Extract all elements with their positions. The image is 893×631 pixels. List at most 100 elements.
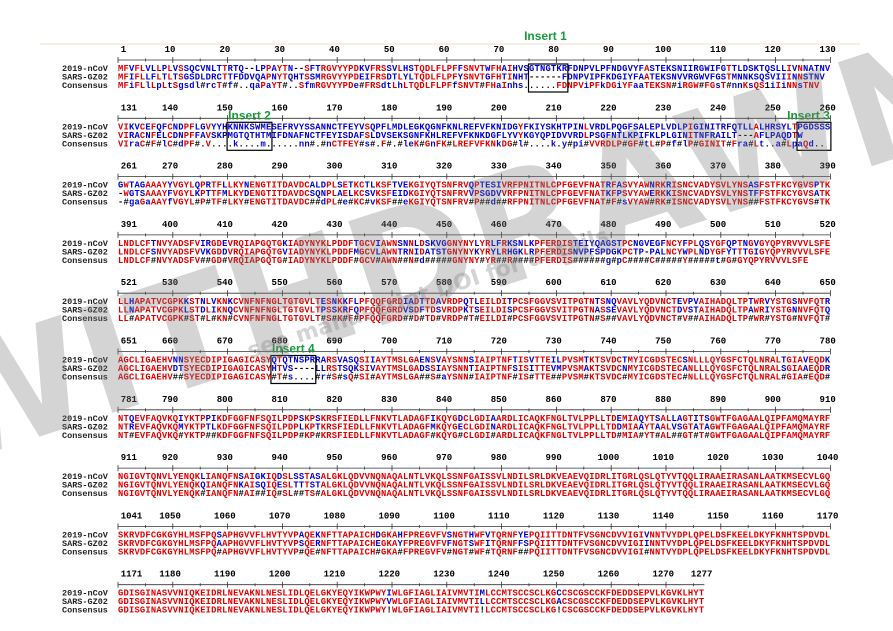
sequence-name: 2019-nCoV	[62, 64, 109, 74]
ruler-number: 730	[546, 337, 562, 347]
ruler-number: 660	[162, 337, 178, 347]
ruler-number: 550	[272, 278, 288, 288]
ruler-number: 780	[820, 337, 836, 347]
ruler-number: 30	[274, 45, 285, 55]
ruler-number: 300	[326, 162, 342, 172]
sequence-row: AGCLIGAEHVNNSYECDIPIGAGICASYQTQTNSPRRARS…	[118, 356, 831, 366]
ruler-number: 880	[655, 395, 671, 405]
ruler-number: 230	[655, 103, 671, 113]
ruler-number: 651	[121, 337, 138, 347]
ruler-number: 630	[710, 278, 726, 288]
ruler-number: 500	[710, 220, 726, 230]
ruler-number: 470	[546, 220, 562, 230]
ruler-number: 510	[765, 220, 781, 230]
sequence-row: AGCLIGAEHV##SYECDIPIGAGICASY#T#s....#r#S…	[118, 373, 831, 383]
ruler-number: 400	[162, 220, 178, 230]
ruler-number: 790	[162, 395, 178, 405]
ruler-number: 710	[436, 337, 452, 347]
ruler-number: 160	[272, 103, 288, 113]
ruler-number: 250	[765, 103, 781, 113]
ruler-number: 800	[217, 395, 233, 405]
ruler-number: 830	[381, 395, 397, 405]
ruler-number: 850	[491, 395, 507, 405]
ruler-number: 450	[436, 220, 452, 230]
ruler-number: 620	[655, 278, 671, 288]
ruler-number: 1030	[762, 453, 784, 463]
sequence-name: SARS-GZ02	[62, 539, 108, 549]
ruler-number: 130	[820, 45, 836, 55]
ruler-number: 1160	[762, 511, 784, 521]
ruler-number: 1250	[543, 570, 565, 580]
ruler-number: 150	[217, 103, 233, 113]
insert-label: Insert 4	[272, 342, 315, 356]
ruler-number: 40	[329, 45, 340, 55]
ruler-number: 980	[491, 453, 507, 463]
ruler-number: 530	[162, 278, 178, 288]
ruler-number: 1080	[324, 511, 346, 521]
sequence-row: -#gaGaAAYfVGYL#P#TF#LKY#ENGTITDAVDC##dPL…	[118, 198, 831, 208]
ruler-number: 670	[217, 337, 233, 347]
ruler-number: 200	[491, 103, 507, 113]
ruler-number: 930	[217, 453, 233, 463]
sequence-name: Consensus	[62, 606, 108, 616]
sequence-row: MFVFLVLLPLVSSQCVNLTTRTQ--LPPAYTN--SFTRGV…	[118, 64, 831, 74]
sequence-name: Consensus	[62, 547, 108, 557]
ruler-number: 960	[381, 453, 397, 463]
ruler-number: 220	[600, 103, 616, 113]
ruler-number: 1210	[324, 570, 346, 580]
ruler-number: 570	[381, 278, 397, 288]
ruler-number: 1170	[817, 511, 839, 521]
ruler-number: 521	[121, 278, 138, 288]
ruler-number: 1040	[817, 453, 839, 463]
ruler-number: 270	[162, 162, 178, 172]
sequence-name: Consensus	[62, 373, 108, 383]
sequence-row: MFIFLLFLTLTSGSDLDRCTTFDDVQAPNYTQHTSSMRGV…	[118, 73, 825, 83]
ruler-number: 1150	[707, 511, 729, 521]
insert-label: Insert 1	[524, 29, 567, 43]
sequence-row: GDISGINASVVNIQKEIDRLNEVAKNLNESLIDLQELGKY…	[118, 597, 705, 607]
ruler-number: 1060	[214, 511, 236, 521]
ruler-number: 920	[162, 453, 178, 463]
insert-box	[270, 354, 317, 385]
ruler-number: 120	[765, 45, 781, 55]
ruler-number: 140	[162, 103, 178, 113]
ruler-number: 600	[546, 278, 562, 288]
sequence-name: Consensus	[62, 314, 108, 324]
sequence-row: NGIGVTQNVLYENQKLIANQFNSAIGKIQDSLSSTASALG…	[118, 472, 831, 482]
sequence-name: SARS-GZ02	[62, 481, 108, 491]
ruler-number: 1041	[121, 511, 143, 521]
sequence-name: 2019-nCoV	[62, 356, 109, 366]
sequence-row: NGIGVTQNVLYENQK#IANQFN#AI##IQ#SL##TS#ALG…	[118, 489, 831, 499]
ruler-number: 650	[820, 278, 836, 288]
sequence-name: Consensus	[62, 431, 108, 441]
ruler-number: 110	[710, 45, 726, 55]
ruler-number: 460	[491, 220, 507, 230]
ruler-number: 1200	[269, 570, 291, 580]
ruler-number: 170	[326, 103, 342, 113]
ruler-number: 760	[710, 337, 726, 347]
ruler-number: 890	[710, 395, 726, 405]
sequence-row: VIraC#F#lC#dPF#.V....k....m......nn#.#nC…	[118, 139, 825, 149]
ruler-number: 590	[491, 278, 507, 288]
sequence-name: Consensus	[62, 489, 108, 499]
ruler-number: 700	[381, 337, 397, 347]
ruler-number: 131	[121, 103, 138, 113]
ruler-number: 781	[121, 395, 138, 405]
sequence-name: 2019-nCoV	[62, 472, 109, 482]
ruler-number: 750	[655, 337, 671, 347]
ruler-number: 911	[121, 453, 138, 463]
sequence-name: 2019-nCoV	[62, 239, 109, 249]
ruler-number: 391	[121, 220, 138, 230]
ruler-number: 1180	[159, 570, 181, 580]
ruler-number: 410	[217, 220, 233, 230]
sequence-row: SKRVDFCGKGYHLMSFPQ#APHGVVFLHVTYVP#QE#NFT…	[118, 547, 830, 557]
ruler-number: 330	[491, 162, 507, 172]
ruler-number: 1130	[598, 511, 620, 521]
sequence-name: SARS-GZ02	[62, 422, 108, 432]
ruler-number: 90	[603, 45, 614, 55]
ruler-number: 640	[765, 278, 781, 288]
ruler-number: 1171	[121, 570, 143, 580]
sequence-name: SARS-GZ02	[62, 597, 108, 607]
ruler-number: 100	[655, 45, 671, 55]
ruler-number: 340	[546, 162, 562, 172]
